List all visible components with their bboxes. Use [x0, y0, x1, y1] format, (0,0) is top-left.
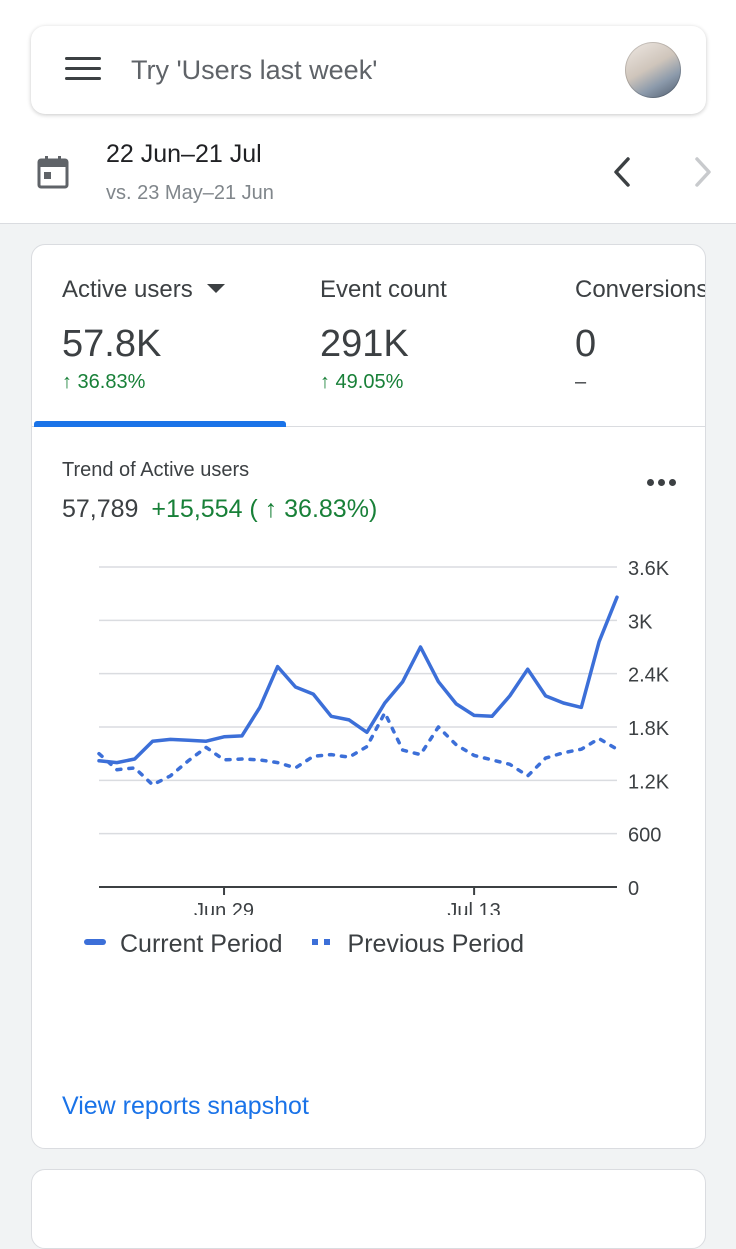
previous-period-line [97, 711, 619, 787]
next-card [31, 1169, 706, 1249]
search-input[interactable] [131, 46, 601, 94]
date-range-comparison: vs. 23 May–21 Jun [106, 182, 274, 204]
legend-label: Previous Period [347, 930, 525, 958]
chevron-right-icon[interactable] [684, 152, 720, 192]
more-options-icon[interactable] [647, 473, 683, 489]
y-tick-label: 2.4K [628, 665, 670, 687]
trend-title: Trend of Active users [62, 459, 250, 481]
y-tick-label: 3K [628, 611, 653, 633]
y-tick-label: 0 [628, 878, 639, 900]
tab-conversions[interactable]: Conversions 0 – [575, 245, 706, 427]
overview-card: Active users 57.8K ↑ 36.83% Event count … [31, 244, 706, 1149]
y-tick-label: 600 [628, 825, 661, 847]
metric-change: – [575, 371, 587, 393]
trend-total: 57,789 [62, 495, 139, 523]
metric-value: 291K [320, 323, 409, 365]
trend-delta: +15,554 ( ↑ 36.83%) [151, 495, 378, 523]
app-header: 22 Jun–21 Jul vs. 23 May–21 Jun [0, 0, 736, 224]
legend-swatch-solid [84, 939, 106, 945]
trend-summary: 57,789 +15,554 ( ↑ 36.83%) [62, 495, 377, 524]
dropdown-icon[interactable] [206, 284, 225, 293]
trend-chart: 3.6K 3K 2.4K 1.8K 1.2K 600 0 Jun 29 Jul 13 [97, 558, 670, 915]
metric-change: ↑ 36.83% [62, 371, 146, 393]
legend-label: Current Period [120, 930, 283, 958]
avatar[interactable] [625, 42, 681, 98]
selected-tab-indicator [34, 421, 286, 427]
tab-active-users[interactable]: Active users 57.8K ↑ 36.83% [62, 245, 312, 427]
view-reports-snapshot-link[interactable]: View reports snapshot [62, 1092, 309, 1120]
y-tick-label: 3.6K [628, 558, 670, 580]
legend-current-period[interactable]: Current Period [84, 930, 283, 959]
legend-previous-period[interactable]: Previous Period [311, 930, 525, 959]
metric-label: Event count [320, 276, 447, 303]
date-range-primary[interactable]: 22 Jun–21 Jul [106, 140, 262, 168]
x-tick-label: Jul 13 [447, 900, 500, 915]
date-range-selector[interactable]: 22 Jun–21 Jul vs. 23 May–21 Jun [0, 130, 736, 224]
calendar-icon [37, 156, 69, 189]
metric-value: 57.8K [62, 323, 162, 365]
chevron-left-icon[interactable] [605, 152, 641, 192]
y-tick-label: 1.8K [628, 718, 670, 740]
metric-label: Conversions [575, 276, 706, 303]
y-tick-label: 1.2K [628, 771, 670, 793]
tab-event-count[interactable]: Event count 291K ↑ 49.05% [320, 245, 570, 427]
x-tick-label: Jun 29 [194, 900, 254, 915]
metric-value: 0 [575, 323, 597, 365]
search-bar [31, 26, 706, 114]
metric-tabs: Active users 57.8K ↑ 36.83% Event count … [32, 245, 706, 427]
current-period-line [97, 595, 619, 765]
chart-legend: Current Period Previous Period [84, 930, 546, 962]
metric-label: Active users [62, 276, 225, 304]
menu-icon[interactable] [65, 57, 101, 83]
metric-change: ↑ 49.05% [320, 371, 404, 393]
legend-swatch-dotted [311, 939, 334, 945]
